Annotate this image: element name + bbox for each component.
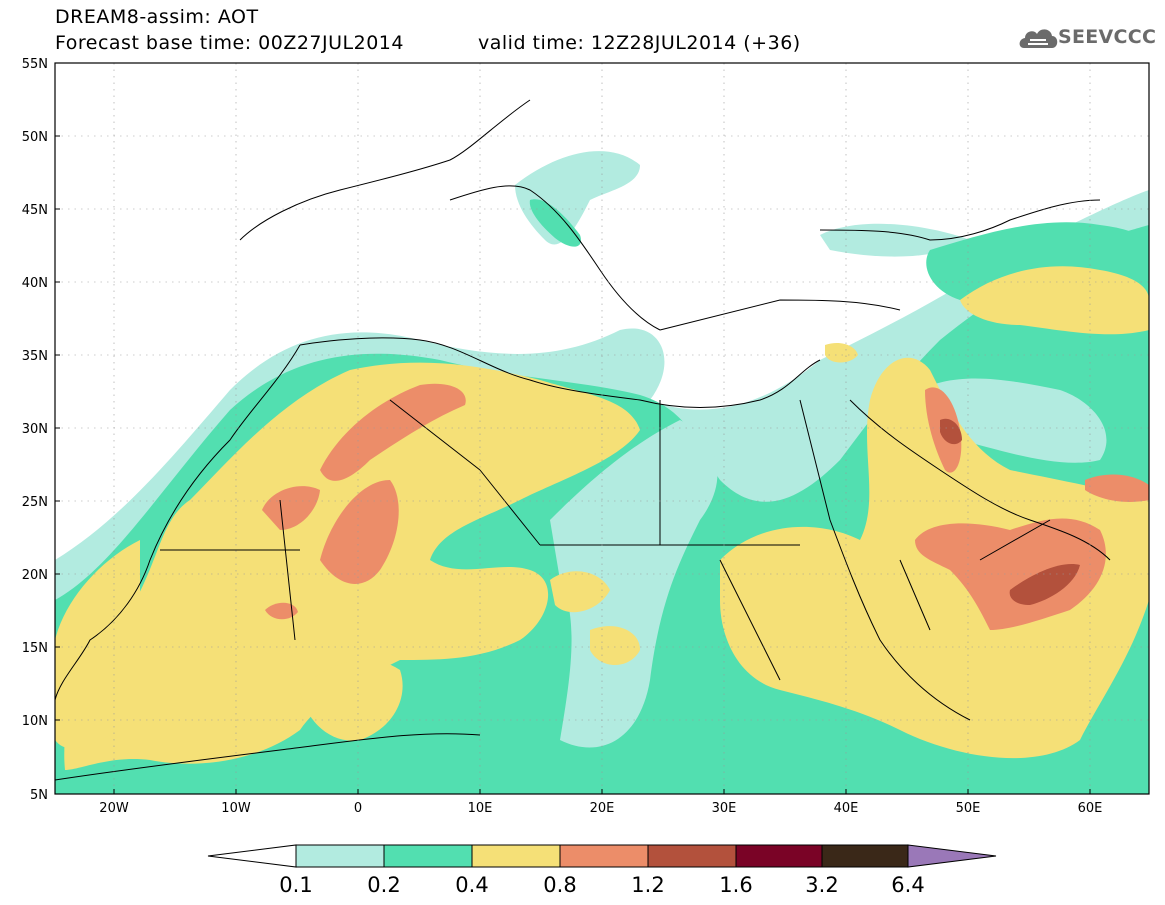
aot-contour-yellow-sahel bbox=[55, 540, 140, 749]
aot-contour-orange-algeria bbox=[320, 383, 466, 481]
legend-label: 6.4 bbox=[891, 873, 924, 897]
lat-label: 45N bbox=[22, 203, 48, 218]
axis-ticks bbox=[55, 62, 1091, 795]
latitude-labels: 55N 50N 45N 40N 35N 30N 25N 20N 15N 10N … bbox=[22, 57, 48, 803]
coastlines bbox=[55, 99, 1111, 781]
lat-label: 10N bbox=[22, 714, 48, 729]
lat-label: 30N bbox=[22, 422, 48, 437]
aot-contour-light-libya bbox=[550, 420, 718, 748]
lon-label: 30E bbox=[712, 801, 737, 816]
legend-swatch bbox=[735, 844, 823, 868]
lat-label: 15N bbox=[22, 641, 48, 656]
aot-contour-orange-mali bbox=[320, 480, 399, 584]
lon-label: 20W bbox=[99, 801, 129, 816]
legend-right-arrow bbox=[907, 844, 997, 868]
legend-label: 1.2 bbox=[631, 873, 664, 897]
lon-label: 40E bbox=[834, 801, 859, 816]
lon-label: 10E bbox=[468, 801, 493, 816]
legend-swatch bbox=[821, 844, 909, 868]
aot-contour-orange-mauritania bbox=[262, 486, 320, 530]
legend-label: 0.2 bbox=[367, 873, 400, 897]
aot-contour-yellow-sudan2 bbox=[590, 626, 640, 665]
aot-contour-rust-oman bbox=[1009, 564, 1080, 605]
aot-contour-yellow-iran bbox=[960, 266, 1149, 335]
legend-label: 0.1 bbox=[279, 873, 312, 897]
aot-contour-light-caspian bbox=[820, 223, 970, 257]
aot-contour-rust-gulf bbox=[940, 418, 962, 445]
aot-contour-orange-iran bbox=[1085, 474, 1149, 502]
lat-label: 55N bbox=[22, 57, 48, 72]
lon-label: 20E bbox=[590, 801, 615, 816]
lat-label: 35N bbox=[22, 349, 48, 364]
logo-text: SEEVCCC bbox=[1058, 26, 1157, 48]
longitude-labels: 20W 10W 0 10E 20E 30E 40E 50E 60E bbox=[99, 801, 1102, 816]
legend-label: 3.2 bbox=[805, 873, 838, 897]
lat-label: 50N bbox=[22, 130, 48, 145]
lat-label: 25N bbox=[22, 495, 48, 510]
aot-contour-green-adriatic bbox=[529, 199, 581, 247]
aot-contour-orange-arabia bbox=[915, 518, 1106, 630]
lat-label: 40N bbox=[22, 276, 48, 291]
legend-swatch bbox=[559, 844, 649, 868]
legend-label: 0.4 bbox=[455, 873, 488, 897]
aot-contour-yellow-levant bbox=[825, 343, 858, 363]
forecast-base-time: Forecast base time: 00Z27JUL2014 bbox=[55, 32, 404, 54]
lat-label: 20N bbox=[22, 568, 48, 583]
lon-label: 0 bbox=[354, 801, 362, 816]
legend-swatch bbox=[471, 844, 561, 868]
lat-label: 5N bbox=[30, 788, 48, 803]
lon-label: 50E bbox=[956, 801, 981, 816]
legend-label: 1.6 bbox=[719, 873, 752, 897]
lat-lon-grid bbox=[55, 63, 1149, 794]
lon-label: 60E bbox=[1078, 801, 1103, 816]
legend-left-arrow bbox=[207, 844, 297, 868]
legend-swatch bbox=[295, 844, 385, 868]
aot-contour-yellow-chad bbox=[550, 571, 610, 613]
valid-time: valid time: 12Z28JUL2014 (+36) bbox=[478, 32, 801, 54]
aot-contour-yellow-nigeria bbox=[300, 659, 403, 741]
aot-contour-light-arabia bbox=[917, 378, 1107, 463]
map-title: DREAM8-assim: AOT bbox=[55, 6, 259, 28]
color-legend: 0.1 0.2 0.4 0.8 1.2 1.6 3.2 6.4 bbox=[207, 844, 997, 897]
aot-contour-orange-mali2 bbox=[265, 602, 298, 620]
lon-label: 10W bbox=[221, 801, 251, 816]
legend-swatch bbox=[383, 844, 473, 868]
legend-swatch bbox=[647, 844, 737, 868]
cloud-logo-icon bbox=[1019, 29, 1058, 48]
legend-label: 0.8 bbox=[543, 873, 576, 897]
